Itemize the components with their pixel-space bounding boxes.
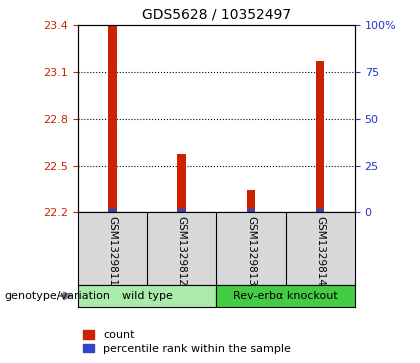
Bar <box>247 209 255 212</box>
Text: GSM1329811: GSM1329811 <box>108 216 117 286</box>
Text: GSM1329814: GSM1329814 <box>315 216 325 286</box>
Bar <box>178 154 186 212</box>
Bar <box>108 209 116 212</box>
Title: GDS5628 / 10352497: GDS5628 / 10352497 <box>142 8 291 21</box>
Bar <box>108 25 116 212</box>
Bar <box>247 190 255 212</box>
Bar <box>178 209 186 212</box>
Text: GSM1329813: GSM1329813 <box>246 216 256 286</box>
Bar <box>316 209 324 212</box>
Bar <box>316 61 324 212</box>
Legend: count, percentile rank within the sample: count, percentile rank within the sample <box>83 330 291 354</box>
Text: wild type: wild type <box>121 291 173 301</box>
Text: Rev-erbα knockout: Rev-erbα knockout <box>233 291 338 301</box>
Text: GSM1329812: GSM1329812 <box>177 216 186 286</box>
Text: genotype/variation: genotype/variation <box>4 291 110 301</box>
